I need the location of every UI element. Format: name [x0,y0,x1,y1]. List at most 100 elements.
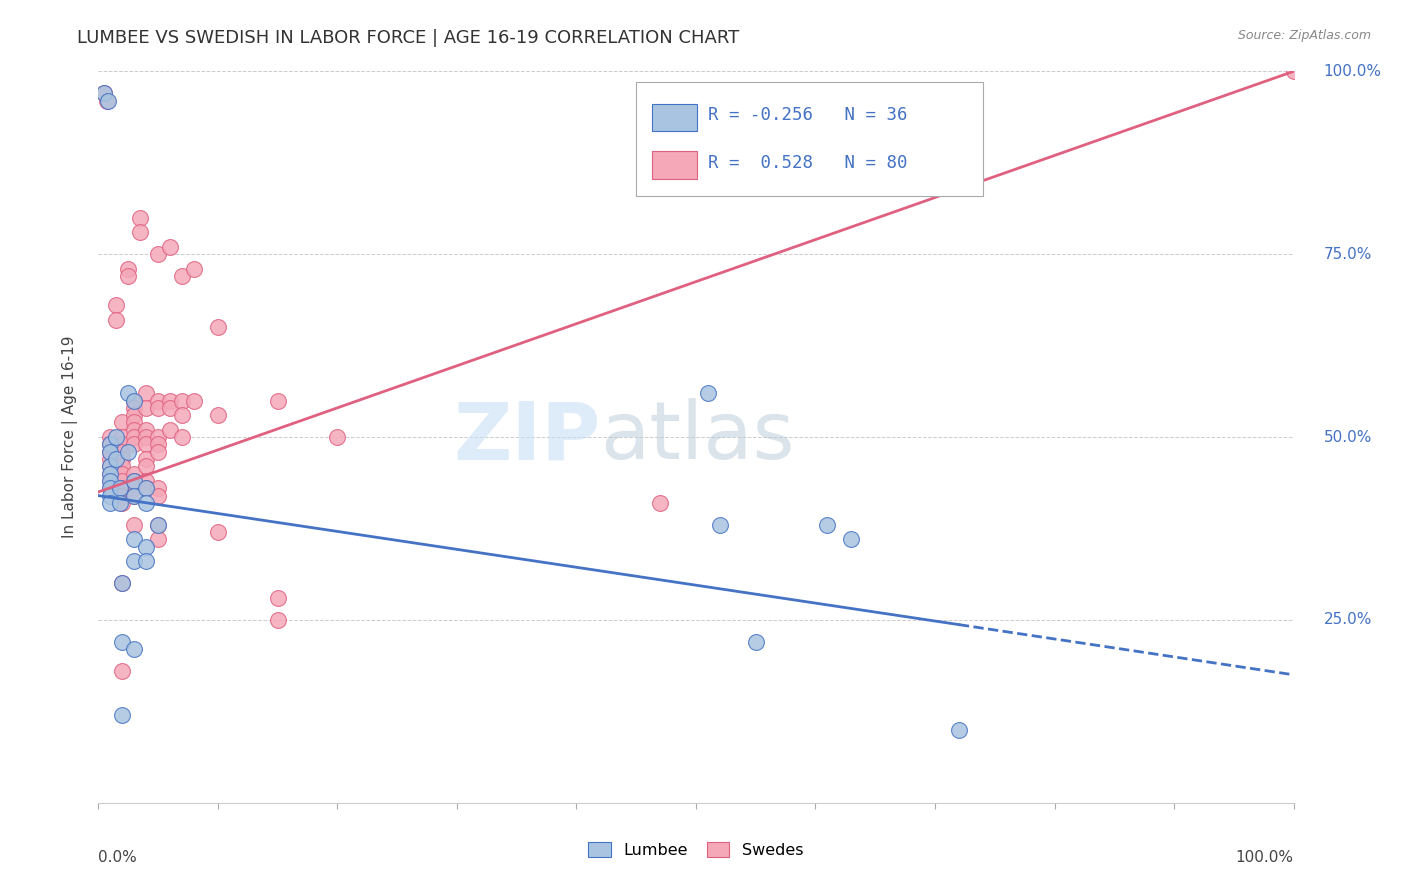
Point [172,393,194,408]
Point [111,444,134,458]
Point [117,386,139,401]
Point [159,423,181,437]
Point [267,591,290,605]
Point [124,474,146,488]
Point [148,430,170,444]
Point [135,540,157,554]
Point [124,474,146,488]
Point [124,642,146,657]
Point [124,408,146,422]
Text: R =  0.528   N = 80: R = 0.528 N = 80 [709,153,907,172]
Point [98,467,122,481]
Point [98,481,122,495]
Point [135,386,157,401]
Point [117,261,139,276]
Point [815,517,838,532]
Point [124,401,146,415]
Point [948,723,970,737]
Point [207,320,229,334]
Point [98,430,122,444]
Point [135,554,157,568]
Point [98,437,122,451]
Point [124,489,146,503]
Point [135,481,157,495]
Point [111,459,134,474]
Point [135,474,157,488]
Bar [652,103,697,131]
Text: 0.0%: 0.0% [98,850,138,865]
Point [111,489,134,503]
Text: 50.0%: 50.0% [1323,430,1372,444]
Text: atlas: atlas [600,398,794,476]
Point [111,664,134,678]
Point [124,430,146,444]
Point [148,444,170,458]
Point [172,408,194,422]
Point [111,452,134,467]
Text: LUMBEE VS SWEDISH IN LABOR FORCE | AGE 16-19 CORRELATION CHART: LUMBEE VS SWEDISH IN LABOR FORCE | AGE 1… [77,29,740,46]
Text: Source: ZipAtlas.com: Source: ZipAtlas.com [1237,29,1371,42]
Point [98,474,122,488]
Point [135,401,157,415]
Point [117,444,139,458]
Point [108,496,131,510]
Point [135,496,157,510]
Point [267,393,290,408]
Point [105,298,128,312]
Point [183,393,205,408]
Point [98,459,122,474]
Point [326,430,349,444]
Point [98,444,122,458]
Point [148,533,170,547]
Point [841,533,863,547]
Point [96,94,118,108]
Point [148,517,170,532]
Y-axis label: In Labor Force | Age 16-19: In Labor Force | Age 16-19 [62,335,77,539]
Point [697,386,720,401]
Point [111,576,134,591]
Point [148,489,170,503]
Point [135,423,157,437]
Point [172,430,194,444]
FancyBboxPatch shape [637,82,983,195]
Point [183,261,205,276]
Point [111,635,134,649]
Point [111,576,134,591]
Text: 75.0%: 75.0% [1323,247,1372,261]
Point [111,708,134,723]
Point [172,269,194,284]
Point [159,393,181,408]
Point [111,430,134,444]
Point [135,430,157,444]
Point [124,533,146,547]
Point [98,496,122,510]
Point [111,474,134,488]
Point [98,437,122,451]
Point [105,430,128,444]
Text: 100.0%: 100.0% [1323,64,1382,78]
Point [98,452,122,467]
Point [97,94,120,108]
Point [111,467,134,481]
Point [207,408,229,422]
Point [98,444,122,458]
Point [98,467,122,481]
Point [159,240,181,254]
Point [648,496,672,510]
Point [105,313,128,327]
Point [124,393,146,408]
Point [1282,64,1305,78]
Point [111,437,134,451]
Point [148,247,170,261]
Point [124,481,146,495]
Point [159,401,181,415]
Text: R = -0.256   N = 36: R = -0.256 N = 36 [709,106,907,124]
Point [745,635,768,649]
Point [98,489,122,503]
Point [124,437,146,451]
Point [124,423,146,437]
Point [98,459,122,474]
Point [129,211,152,225]
Text: ZIP: ZIP [453,398,600,476]
Point [124,554,146,568]
